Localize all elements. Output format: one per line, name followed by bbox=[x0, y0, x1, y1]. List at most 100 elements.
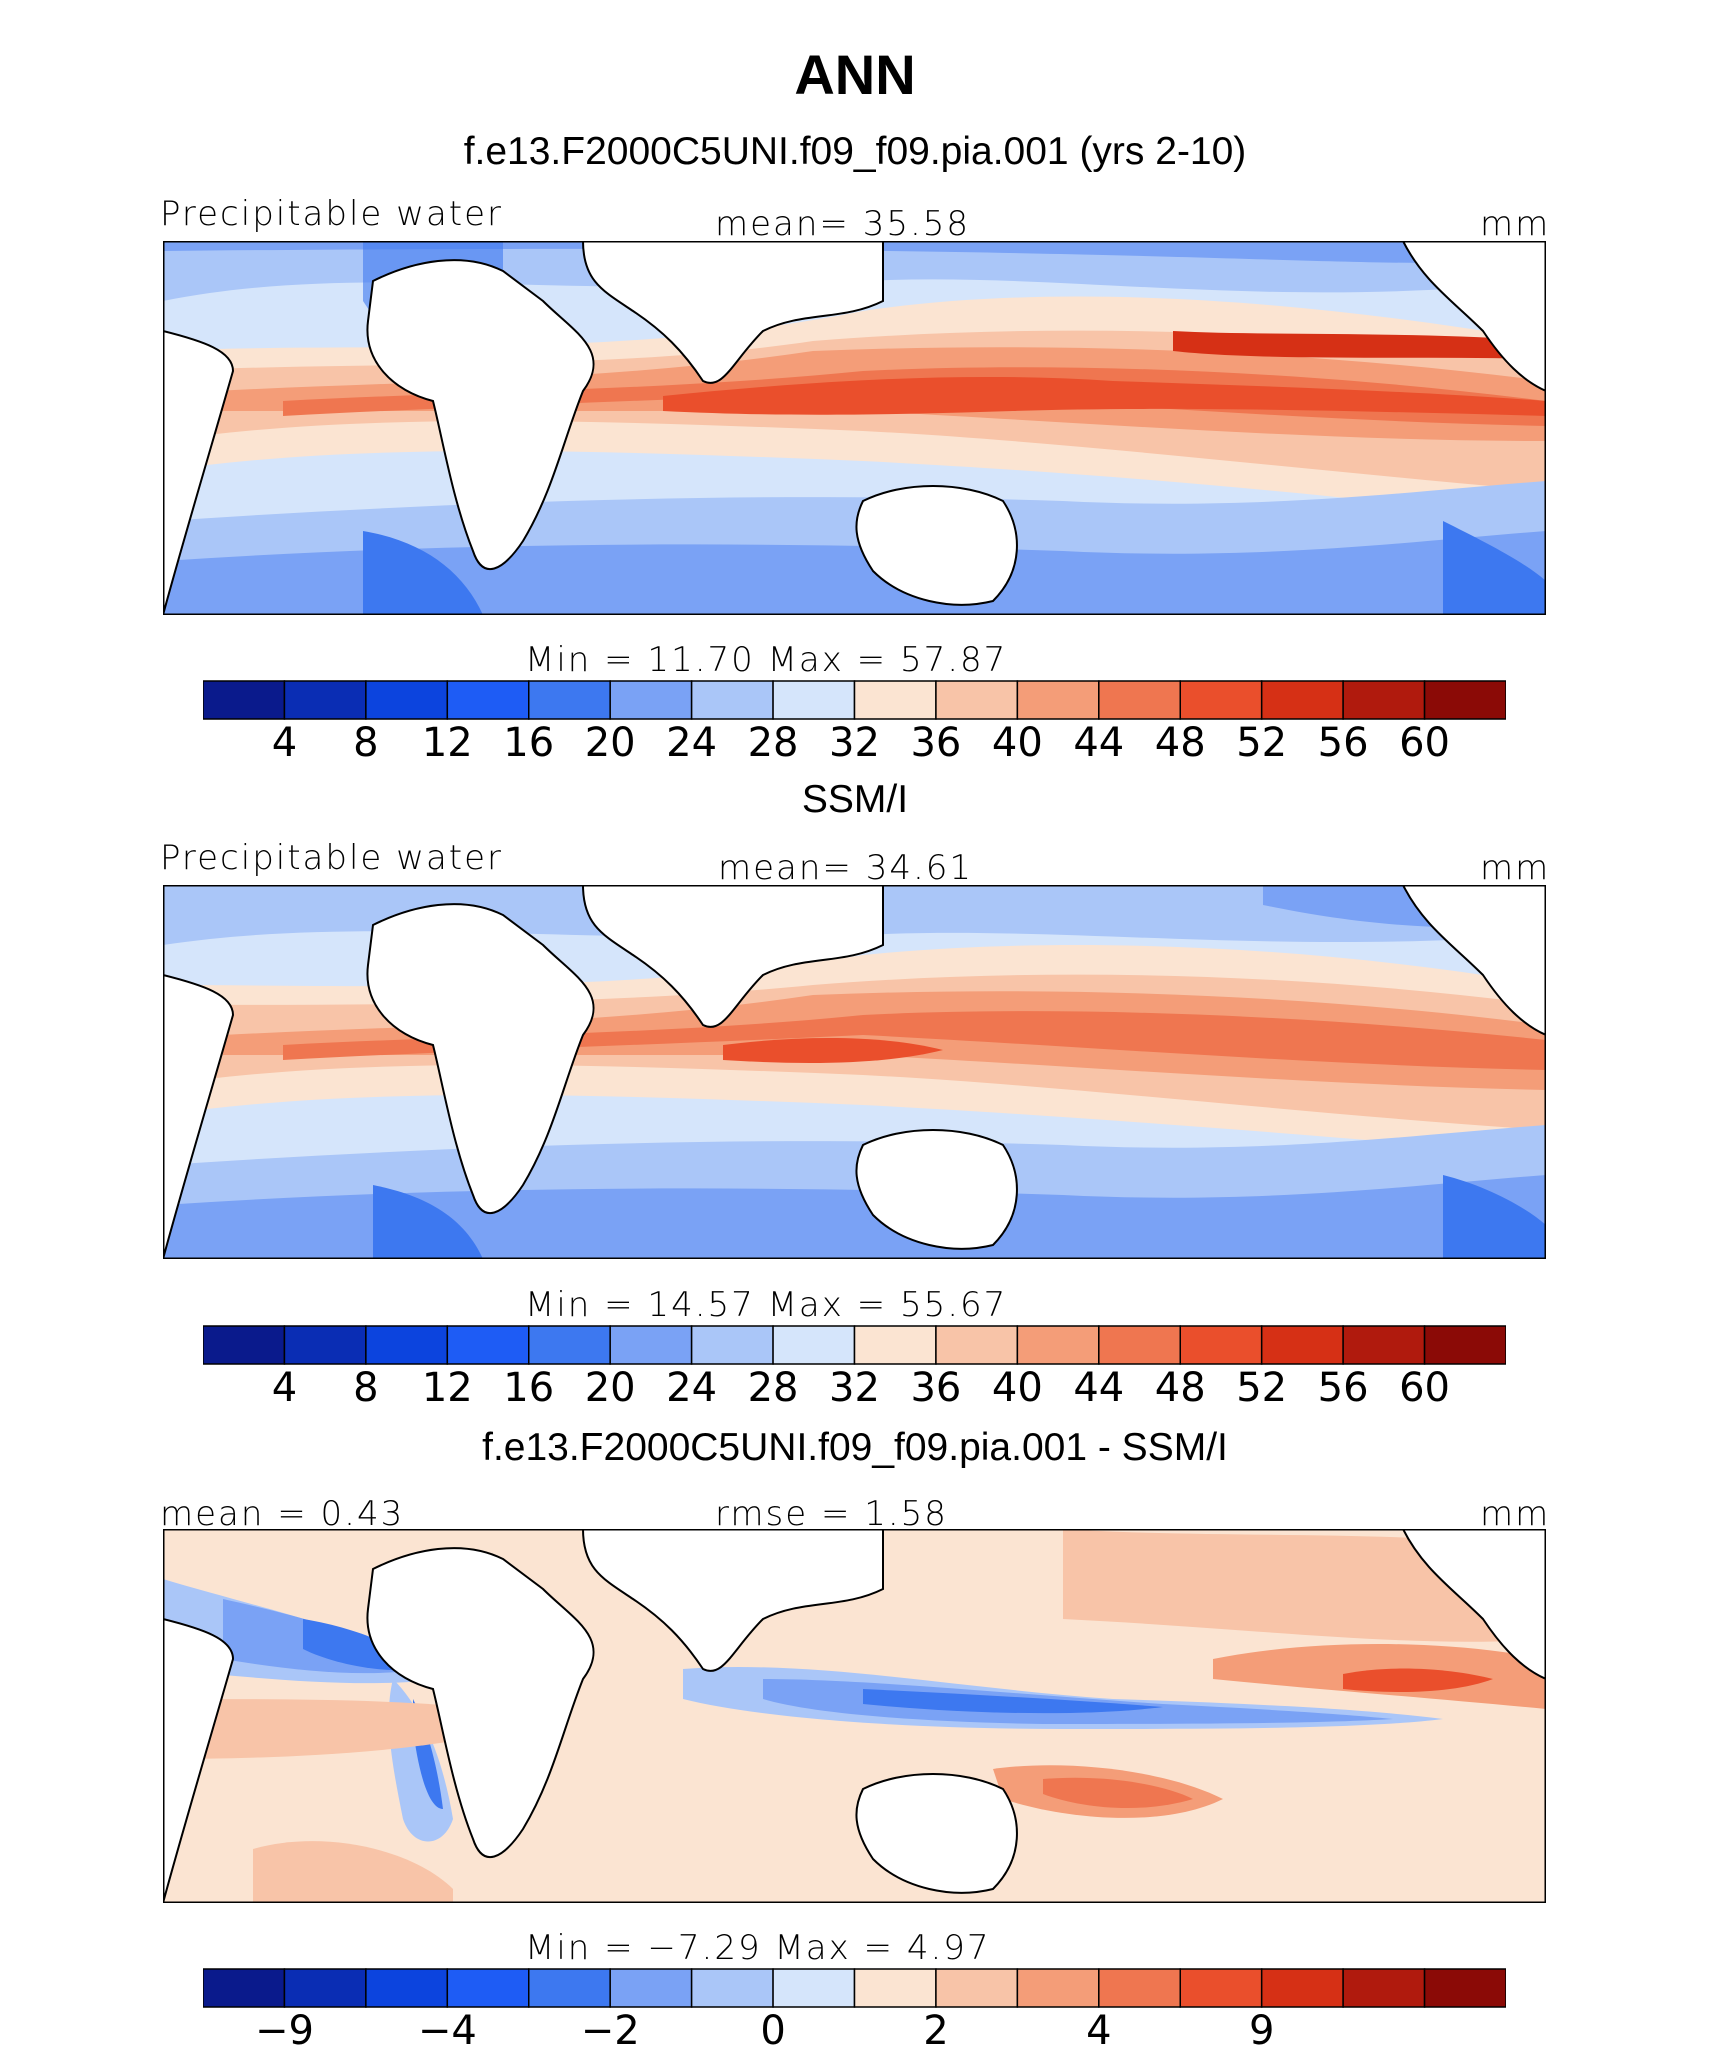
colorbar-tick-label: 56 bbox=[1318, 720, 1369, 766]
panel-3-minmax: Min = −7.29 Max = 4.97 bbox=[525, 1928, 991, 1968]
colorbar-swatch bbox=[283, 1968, 367, 2008]
colorbar-swatch bbox=[690, 1325, 774, 1365]
colorbar-swatch bbox=[690, 680, 774, 720]
colorbar-swatch bbox=[609, 1968, 693, 2008]
colorbar-swatch bbox=[365, 1325, 449, 1365]
colorbar-tick-label: 36 bbox=[910, 720, 961, 766]
colorbar-swatch bbox=[283, 680, 367, 720]
colorbar-tick-label: 0 bbox=[760, 2008, 785, 2051]
colorbar-swatch bbox=[203, 1968, 286, 2008]
panel-3-colorbar-ticks: −9 −4 −2 0 2 4 9 bbox=[255, 2008, 1274, 2051]
colorbar-swatch bbox=[853, 1325, 937, 1365]
colorbar-tick-label: 60 bbox=[1399, 720, 1450, 766]
page-title: ANN bbox=[794, 43, 916, 106]
colorbar-swatch bbox=[1342, 1325, 1426, 1365]
colorbar-tick-label: 52 bbox=[1236, 1365, 1287, 1411]
colorbar-tick-label: 48 bbox=[1155, 1365, 1206, 1411]
panel-1-units-label: mm bbox=[1480, 204, 1551, 244]
panel-2-colorbar bbox=[203, 1325, 1506, 1365]
colorbar-tick-label: −2 bbox=[581, 2008, 640, 2051]
panel-1-map bbox=[163, 241, 1546, 615]
panel-3-mean-label: mean = 0.43 bbox=[160, 1494, 405, 1534]
colorbar-swatch bbox=[283, 1325, 367, 1365]
panel-2-subtitle: SSM/I bbox=[801, 778, 909, 821]
colorbar-swatch bbox=[1098, 680, 1181, 720]
colorbar-swatch bbox=[1179, 1325, 1263, 1365]
colorbar-swatch bbox=[1179, 1968, 1263, 2008]
colorbar-tick-label: 28 bbox=[748, 720, 799, 766]
panel-2-minmax: Min = 14.57 Max = 55.67 bbox=[525, 1285, 1008, 1325]
colorbar-swatch bbox=[772, 1325, 856, 1365]
colorbar-swatch bbox=[1423, 1968, 1506, 2008]
colorbar-swatch bbox=[853, 1968, 937, 2008]
colorbar-tick-label: 4 bbox=[1086, 2008, 1111, 2051]
colorbar-swatch bbox=[446, 1325, 530, 1365]
colorbar-swatch bbox=[1423, 680, 1506, 720]
colorbar-tick-label: 2 bbox=[923, 2008, 948, 2051]
colorbar-swatch bbox=[528, 1325, 611, 1365]
colorbar-tick-label: 60 bbox=[1399, 1365, 1450, 1411]
colorbar-tick-label: 9 bbox=[1249, 2008, 1274, 2051]
colorbar-tick-label: 4 bbox=[272, 1365, 297, 1411]
colorbar-tick-label: 56 bbox=[1318, 1365, 1369, 1411]
colorbar-tick-label: 16 bbox=[503, 720, 554, 766]
panel-2-units-label: mm bbox=[1480, 848, 1551, 888]
colorbar-tick-label: 8 bbox=[353, 720, 378, 766]
colorbar-swatch bbox=[1098, 1968, 1181, 2008]
colorbar-tick-label: 24 bbox=[666, 1365, 717, 1411]
colorbar-swatch bbox=[1016, 1968, 1100, 2008]
colorbar-swatch bbox=[1260, 1325, 1344, 1365]
colorbar-swatch bbox=[365, 680, 449, 720]
panel-1-colorbar-ticks: 4 8 12 16 20 24 28 32 36 40 44 48 52 56 60 bbox=[272, 720, 1450, 766]
colorbar-tick-label: 20 bbox=[585, 720, 636, 766]
colorbar-swatch bbox=[609, 680, 693, 720]
colorbar-swatch bbox=[1260, 1968, 1344, 2008]
colorbar-swatch bbox=[935, 1325, 1019, 1365]
colorbar-swatch bbox=[772, 1968, 856, 2008]
colorbar-swatch bbox=[203, 1325, 286, 1365]
colorbar-tick-label: 12 bbox=[422, 1365, 473, 1411]
panel-2-colorbar-ticks: 4 8 12 16 20 24 28 32 36 40 44 48 52 56 60 bbox=[272, 1365, 1450, 1411]
panel-1-colorbar bbox=[203, 680, 1506, 720]
colorbar-swatch bbox=[1260, 680, 1344, 720]
colorbar-swatch bbox=[1423, 1325, 1506, 1365]
panel-3-subtitle: f.e13.F2000C5UNI.f09_f09.pia.001 - SSM/I bbox=[482, 1426, 1228, 1469]
colorbar-tick-label: 8 bbox=[353, 1365, 378, 1411]
colorbar-tick-label: 40 bbox=[992, 1365, 1043, 1411]
colorbar-tick-label: 20 bbox=[585, 1365, 636, 1411]
colorbar-swatch bbox=[446, 1968, 530, 2008]
colorbar-tick-label: 48 bbox=[1155, 720, 1206, 766]
colorbar-tick-label: 32 bbox=[829, 720, 880, 766]
colorbar-tick-label: −4 bbox=[418, 2008, 477, 2051]
panel-1-subtitle: f.e13.F2000C5UNI.f09_f09.pia.001 (yrs 2-… bbox=[463, 130, 1247, 173]
panel-1-mean-label: mean= 35.58 bbox=[715, 204, 971, 244]
panel-3-map bbox=[163, 1529, 1546, 1903]
panel-3-units-label: mm bbox=[1480, 1494, 1551, 1534]
colorbar-swatch bbox=[1016, 1325, 1100, 1365]
colorbar-swatch bbox=[1342, 1968, 1426, 2008]
panel-1-variable-label: Precipitable water bbox=[160, 194, 504, 234]
colorbar-tick-label: 28 bbox=[748, 1365, 799, 1411]
colorbar-tick-label: −9 bbox=[255, 2008, 314, 2051]
colorbar-swatch bbox=[446, 680, 530, 720]
panel-3-rmse-label: rmse = 1.58 bbox=[715, 1494, 948, 1534]
colorbar-swatch bbox=[203, 680, 286, 720]
colorbar-swatch bbox=[935, 1968, 1019, 2008]
colorbar-swatch bbox=[1016, 680, 1100, 720]
panel-1-minmax: Min = 11.70 Max = 57.87 bbox=[525, 640, 1008, 680]
colorbar-tick-label: 36 bbox=[910, 1365, 961, 1411]
colorbar-swatch bbox=[772, 680, 856, 720]
colorbar-swatch bbox=[1179, 680, 1263, 720]
panel-2-map bbox=[163, 885, 1546, 1259]
colorbar-tick-label: 12 bbox=[422, 720, 473, 766]
colorbar-swatch bbox=[1342, 680, 1426, 720]
colorbar-tick-label: 32 bbox=[829, 1365, 880, 1411]
colorbar-swatch bbox=[690, 1968, 774, 2008]
colorbar-swatch bbox=[365, 1968, 449, 2008]
colorbar-tick-label: 44 bbox=[1073, 720, 1124, 766]
colorbar-tick-label: 16 bbox=[503, 1365, 554, 1411]
panel-3-colorbar bbox=[203, 1968, 1506, 2008]
colorbar-swatch bbox=[528, 680, 611, 720]
colorbar-swatch bbox=[609, 1325, 693, 1365]
colorbar-tick-label: 4 bbox=[272, 720, 297, 766]
